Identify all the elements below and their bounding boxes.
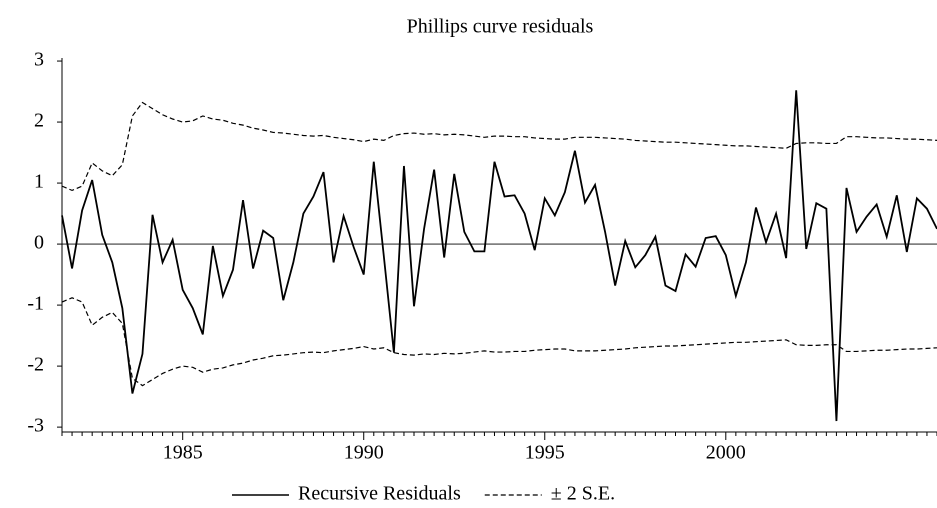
y-tick-label: -3	[27, 415, 44, 437]
legend-label: Recursive Residuals	[298, 483, 461, 505]
series-line	[61, 90, 937, 422]
x-tick-label: 2000	[706, 442, 746, 464]
x-tick-label: 1990	[344, 442, 384, 464]
chart-title: Phillips curve residuals	[407, 16, 594, 38]
x-tick-label: 1995	[525, 442, 565, 464]
y-tick-label: 3	[34, 49, 44, 71]
series-line	[61, 297, 937, 387]
y-tick-label: -1	[27, 293, 44, 315]
y-tick-label: 1	[34, 171, 44, 193]
series-line	[61, 101, 937, 192]
y-tick-label: 2	[34, 110, 44, 132]
y-tick-label: 0	[34, 232, 44, 254]
legend-label: ± 2 S.E.	[551, 483, 615, 505]
y-tick-label: -2	[27, 354, 44, 376]
x-tick-label: 1985	[163, 442, 203, 464]
